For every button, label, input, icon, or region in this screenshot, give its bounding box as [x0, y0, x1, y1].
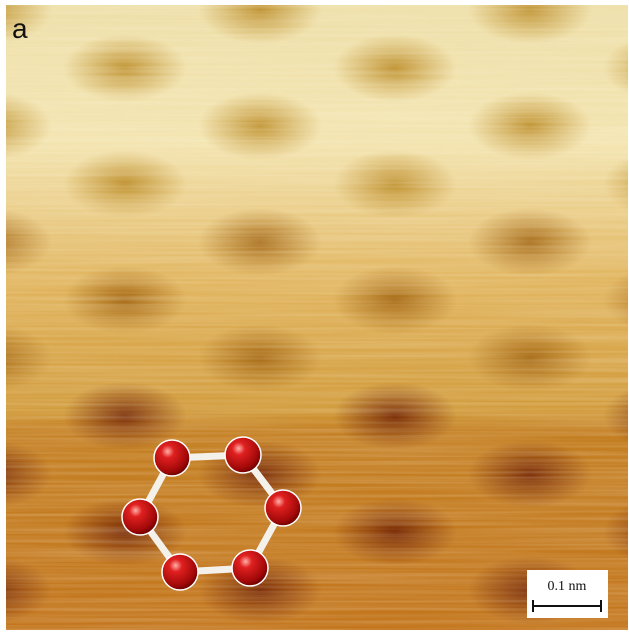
panel-label: a	[12, 13, 28, 44]
scale-label: 0.1 nm	[548, 579, 587, 594]
scale-box	[527, 570, 608, 618]
atom	[154, 440, 190, 476]
atom	[225, 437, 261, 473]
page: a 0.1 nm (() => { const data = JSON.pars…	[0, 0, 629, 632]
stm-figure: a 0.1 nm	[0, 0, 629, 632]
atom	[122, 499, 158, 535]
scan-streaks	[6, 5, 628, 630]
atom	[162, 554, 198, 590]
stm-image	[0, 0, 629, 630]
atom	[265, 490, 301, 526]
atom	[232, 550, 268, 586]
scale-bar: 0.1 nm	[527, 570, 608, 618]
